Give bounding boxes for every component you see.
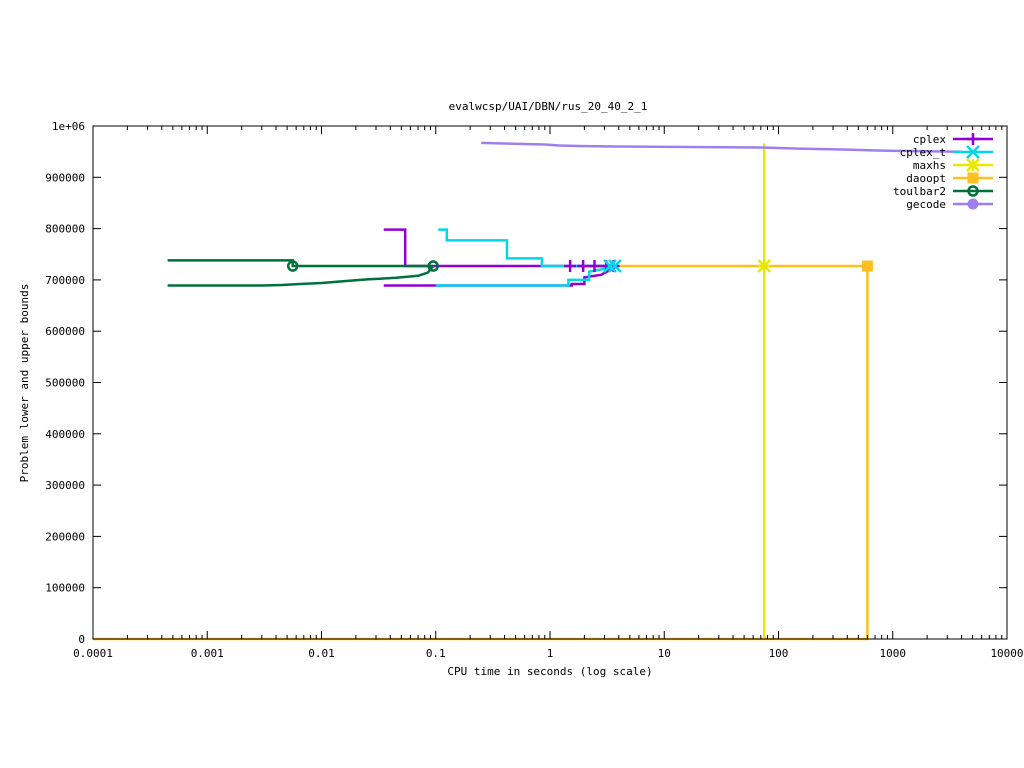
x-tick-label: 1000 — [880, 647, 907, 660]
legend-label-maxhs: maxhs — [913, 159, 946, 172]
legend-marker-cplex — [967, 133, 979, 145]
legend-marker-gecode — [967, 198, 979, 210]
plot-lines — [93, 141, 962, 641]
x-tick-label: 0.01 — [308, 647, 335, 660]
y-tick-label: 500000 — [45, 377, 85, 390]
y-tick-label: 900000 — [45, 171, 85, 184]
series-toulbar2-upper-line — [167, 259, 434, 268]
legend-label-cplex-t: cplex_t — [900, 146, 946, 159]
series-cplex-marker — [564, 260, 577, 273]
x-tick-label: 1 — [547, 647, 554, 660]
legend-marker-maxhs — [966, 158, 980, 172]
x-tick-label: 0.0001 — [73, 647, 113, 660]
plot-frame — [92, 125, 1008, 640]
legend-label-cplex: cplex — [913, 133, 946, 146]
y-tick-label: 800000 — [45, 223, 85, 236]
series-cplex-upper-line — [383, 228, 618, 268]
x-axis-label: CPU time in seconds (log scale) — [447, 665, 652, 678]
y-tick-label: 300000 — [45, 479, 85, 492]
series-cplex-marker — [577, 260, 590, 273]
x-tick-label: 100 — [769, 647, 789, 660]
chart-title: evalwcsp/UAI/DBN/rus_20_40_2_1 — [449, 100, 648, 113]
y-tick-label: 200000 — [45, 530, 85, 543]
plot-markers — [286, 259, 873, 273]
series-cplex-t-marker — [608, 259, 622, 273]
y-tick-label: 400000 — [45, 428, 85, 441]
x-ticks: 0.0001 0.001 0.01 0.1 1 10 100 1000 10000 — [73, 126, 1024, 660]
legend-label-toulbar2: toulbar2 — [893, 185, 946, 198]
series-gecode-upper-line — [481, 141, 962, 153]
legend-marker-toulbar2 — [967, 185, 979, 197]
legend-label-gecode: gecode — [906, 198, 946, 211]
y-tick-label: 0 — [78, 633, 85, 646]
y-tick-label: 100000 — [45, 582, 85, 595]
series-toulbar2-marker — [427, 260, 439, 272]
x-tick-label: 10 — [658, 647, 671, 660]
series-daoopt-marker — [861, 260, 873, 272]
series-daoopt-lower-line — [93, 266, 869, 641]
series-cplex-t-upper-line — [438, 228, 614, 268]
series-maxhs-marker — [757, 259, 772, 273]
y-tick-label: 1e+06 — [52, 120, 85, 133]
series-cplex-marker — [588, 260, 601, 273]
legend-marker-daoopt — [967, 172, 979, 184]
series-cplex-t-marker — [603, 259, 617, 273]
x-tick-label: 10000 — [990, 647, 1023, 660]
legend-marker-cplex-t — [966, 145, 980, 159]
y-ticks: 0 100000 200000 300000 400000 500000 600000 700… — [45, 120, 1007, 646]
legend-label-daoopt: daoopt — [906, 172, 946, 185]
x-tick-label: 0.1 — [426, 647, 446, 660]
series-toulbar2-marker — [286, 260, 299, 272]
series-cplex-t-lower-line — [435, 265, 614, 287]
y-tick-label: 700000 — [45, 274, 85, 287]
y-tick-label: 600000 — [45, 325, 85, 338]
y-axis-label: Problem lower and upper bounds — [18, 284, 31, 483]
x-tick-label: 0.001 — [191, 647, 224, 660]
series-toulbar2-lower-line — [167, 265, 435, 287]
